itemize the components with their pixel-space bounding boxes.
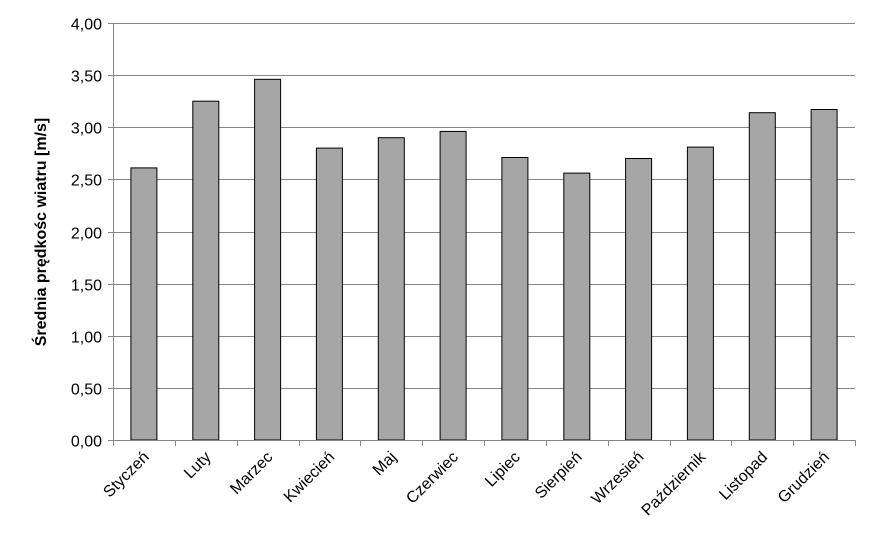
bars: [130, 78, 838, 441]
bar-11: [748, 112, 776, 441]
bar-6: [439, 130, 467, 441]
bar-2: [192, 100, 220, 441]
x-tick-labels: Styczeń Luty Marzec Kwiecień Maj Czerwiec Lipi…: [100, 448, 832, 519]
x-tick-label: Styczeń: [100, 449, 152, 501]
y-axis-title: Średnia prędkośc wiatru [m/s]: [31, 118, 50, 347]
x-tick-label: Czerwiec: [403, 449, 462, 508]
x-tick-label: Grudzień: [775, 449, 833, 507]
y-tick-label: 2,50: [71, 173, 102, 190]
x-tick-label: Lipiec: [482, 449, 524, 491]
x-tick-label: Sierpień: [532, 449, 586, 503]
bar-1: [130, 167, 158, 441]
gridlines: [113, 23, 855, 389]
x-tick-label: Listopad: [716, 449, 771, 504]
bar-3: [254, 78, 282, 441]
y-tick-label: 0,00: [71, 434, 102, 451]
bar-4: [315, 147, 343, 441]
y-tick-label: 2,00: [71, 226, 102, 243]
x-tick-label: Wrzesień: [588, 449, 647, 508]
x-tick-label: Kwiecień: [281, 449, 338, 506]
bar-12: [810, 109, 838, 441]
y-tick-labels: 0,00 0,50 1,00 1,50 2,00 2,50 3,00 3,50 4,00: [71, 17, 102, 451]
bar-7: [501, 157, 529, 441]
y-tick-label: 1,50: [71, 278, 102, 295]
x-tick-label: Marzec: [227, 449, 276, 498]
axes: [108, 23, 856, 446]
bar-8: [563, 172, 591, 441]
y-tick-label: 0,50: [71, 382, 102, 399]
bar-9: [625, 158, 653, 441]
y-tick-label: 3,50: [71, 69, 102, 86]
y-tick-label: 1,00: [71, 330, 102, 347]
bar-5: [377, 137, 405, 441]
x-tick-label: Maj: [370, 449, 400, 479]
bar-10: [686, 146, 714, 441]
x-tick-label: Luty: [181, 449, 214, 482]
y-tick-label: 3,00: [71, 121, 102, 138]
x-tick-label: Październik: [639, 448, 710, 519]
y-tick-label: 4,00: [71, 17, 102, 34]
